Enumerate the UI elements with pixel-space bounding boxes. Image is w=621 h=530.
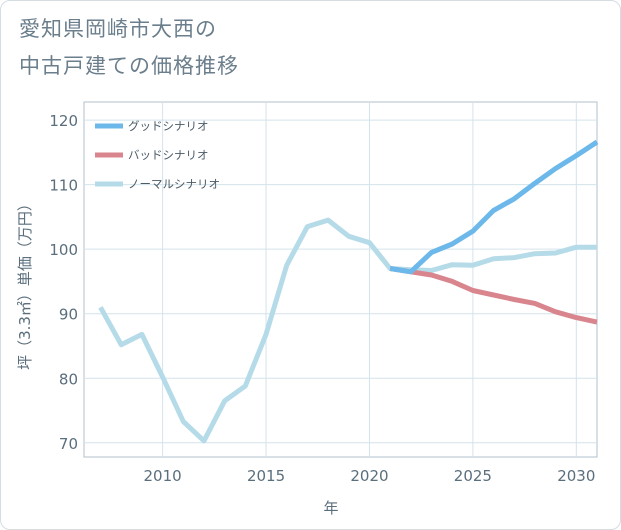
y-tick-label: 100	[49, 241, 78, 259]
x-tick-label: 2025	[454, 467, 492, 485]
chart-title-line-1: 愛知県岡崎市大西の	[19, 17, 217, 41]
gridlines	[84, 102, 597, 457]
series-layer	[98, 139, 599, 444]
legend-label: バッドシナリオ	[128, 148, 209, 162]
x-tick-label: 2015	[247, 467, 285, 485]
y-tick-label: 110	[49, 177, 78, 195]
y-tick-label: 90	[59, 306, 78, 324]
y-axis-label: 坪（3.3㎡）単価（万円）	[16, 196, 34, 370]
y-tick-label: 70	[59, 435, 78, 453]
y-tick-label: 80	[59, 370, 78, 388]
legend-label: グッドシナリオ	[128, 119, 209, 133]
legend-label: ノーマルシナリオ	[128, 177, 220, 191]
x-tick-label: 2010	[144, 467, 182, 485]
series-line-3	[98, 217, 597, 444]
chart-title: 愛知県岡崎市大西の 中古戸建ての価格推移	[19, 11, 239, 85]
x-tick-label: 2020	[350, 467, 388, 485]
chart-title-line-2: 中古戸建ての価格推移	[19, 54, 239, 78]
series-line-2	[389, 266, 598, 325]
x-tick-label: 2030	[557, 467, 595, 485]
series-line-1	[389, 139, 599, 275]
tick-labels: 2010 2015 2020 2025 2030 70 80 90 100 110 120	[49, 112, 595, 485]
x-axis-label: 年	[323, 499, 338, 517]
plot-area	[83, 101, 598, 458]
y-tick-label: 120	[49, 112, 78, 130]
